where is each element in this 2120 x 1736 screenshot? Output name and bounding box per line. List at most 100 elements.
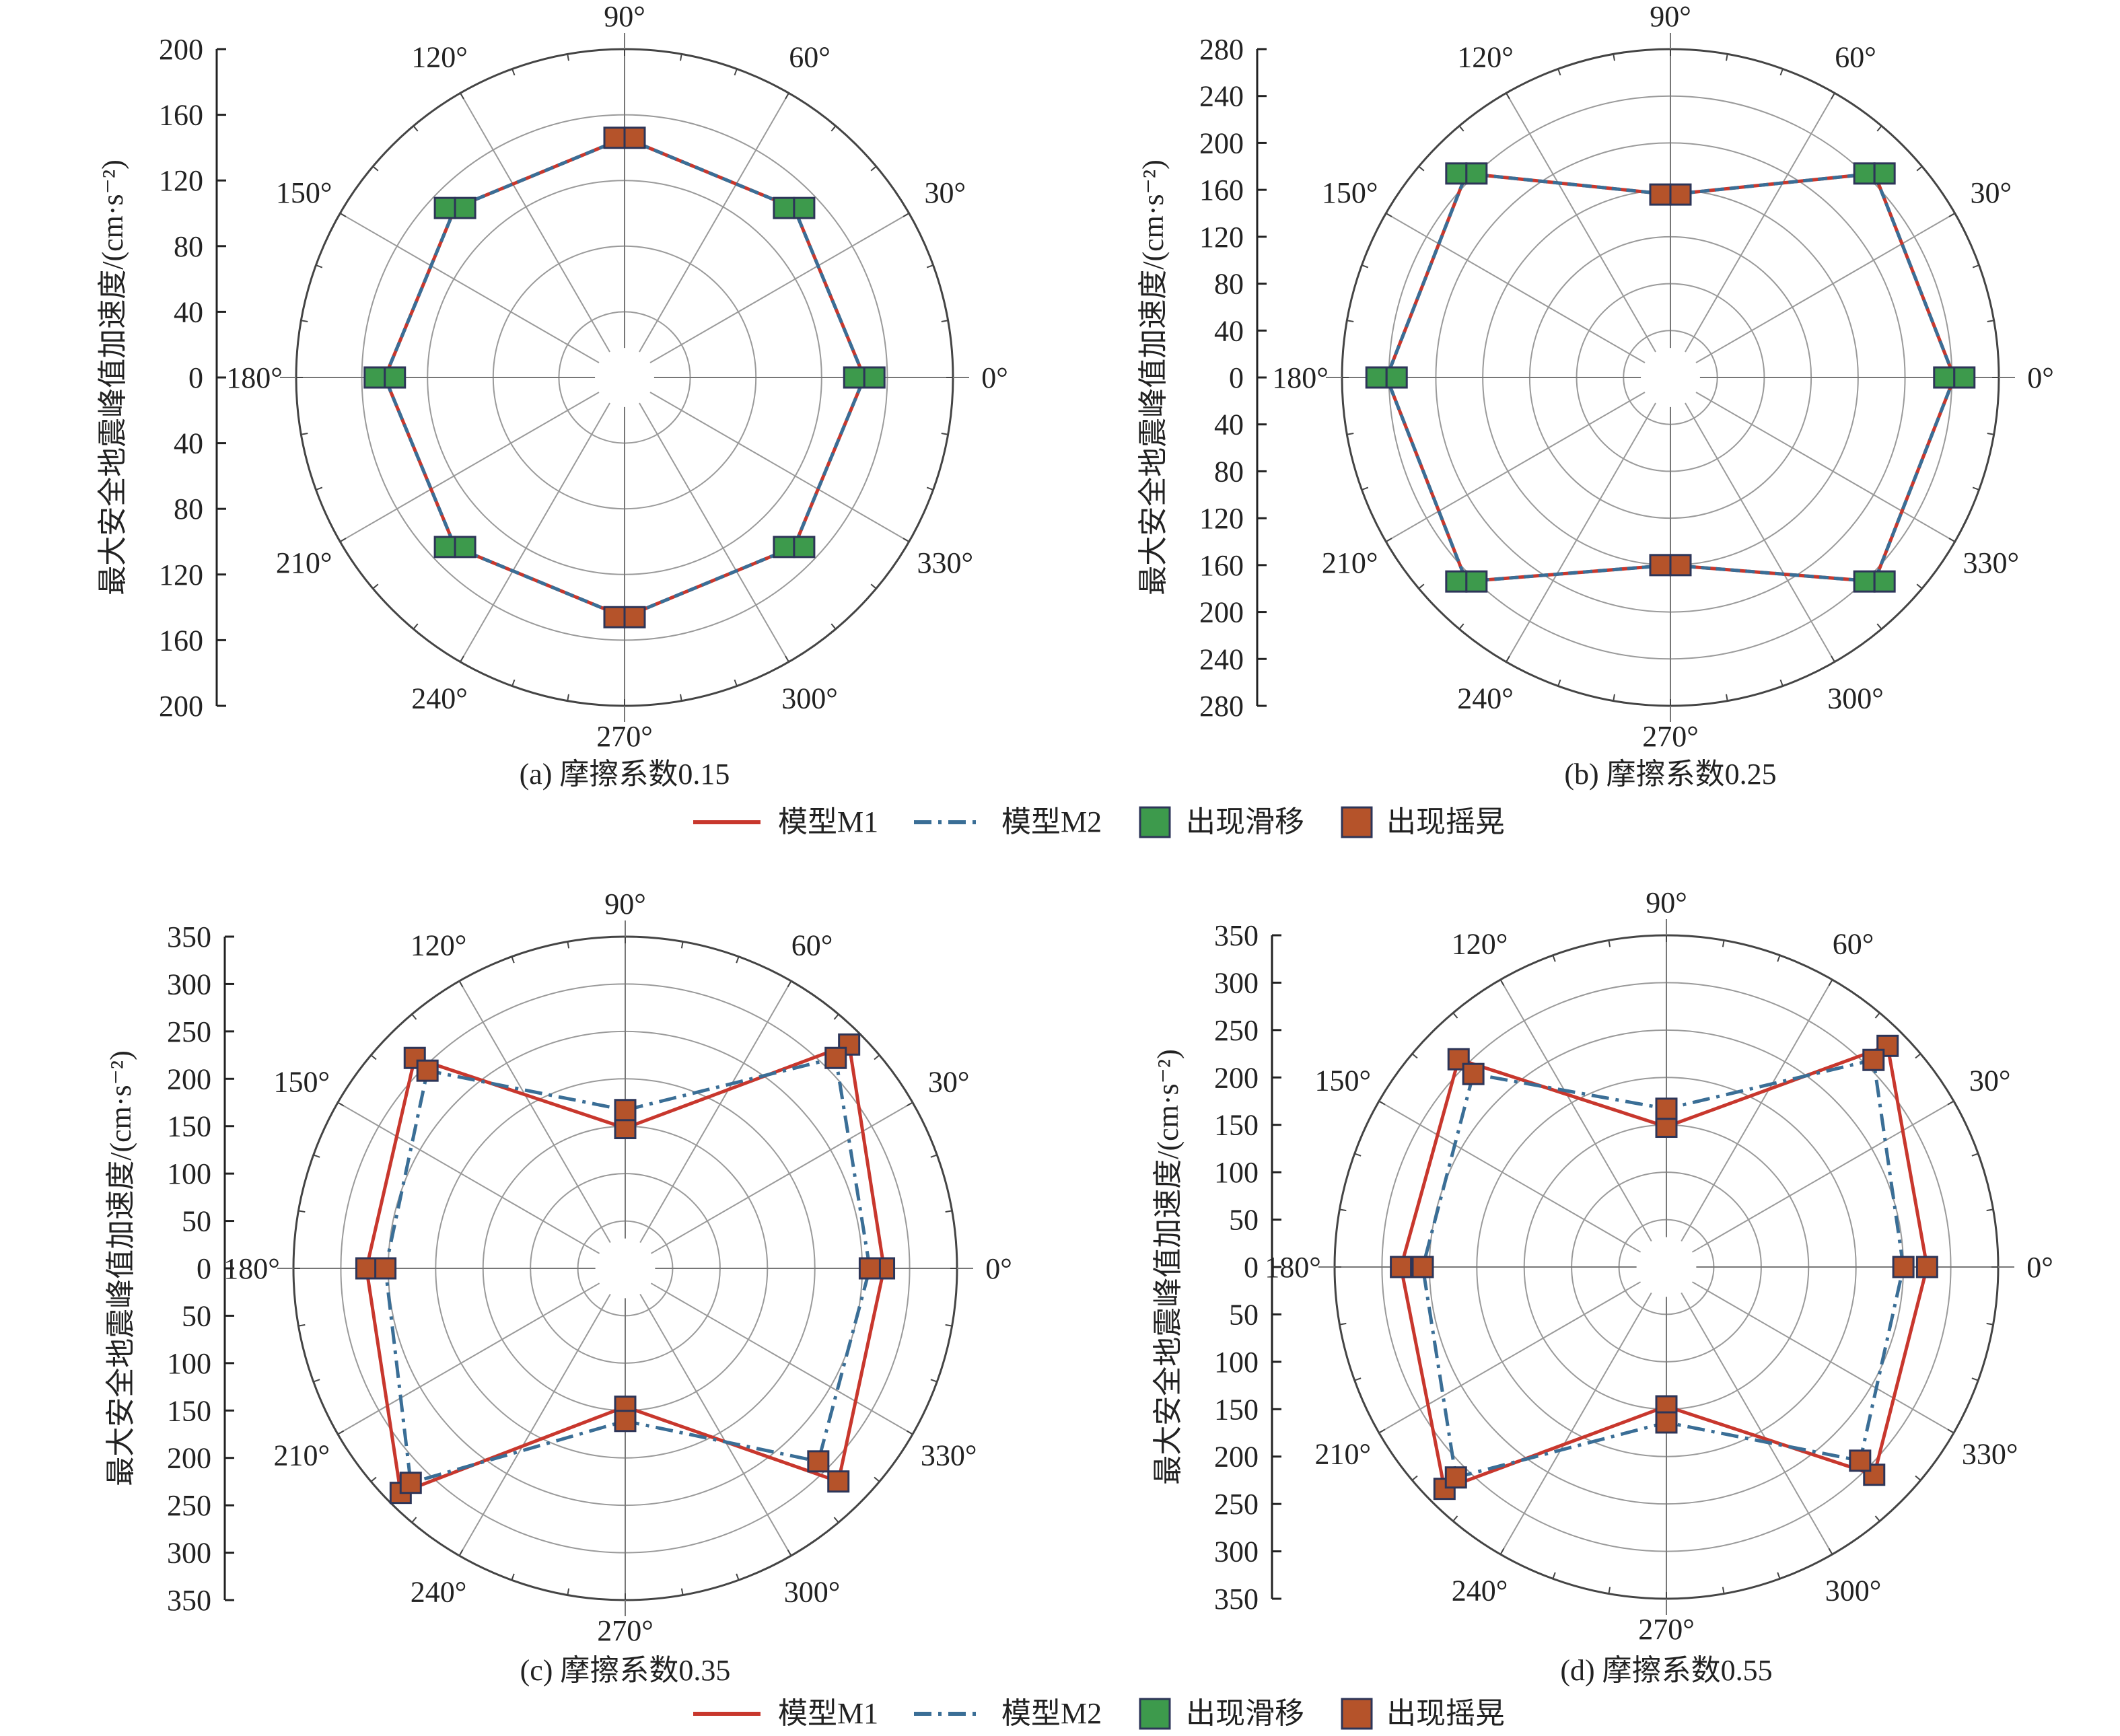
y-tick-label: 300 (1214, 1535, 1259, 1568)
y-tick-label: 350 (1214, 919, 1259, 952)
grid-spoke (1499, 979, 1652, 1242)
marker-m1-rock (1863, 1463, 1886, 1486)
y-tick-label: 40 (174, 295, 203, 328)
legend-m1-label: 模型M1 (778, 805, 878, 838)
angle-label: 330° (1962, 1438, 2018, 1471)
angle-label: 30° (1969, 1064, 2011, 1097)
grid-spoke (1378, 1100, 1641, 1253)
angle-tick (930, 1379, 938, 1383)
angle-tick (736, 1573, 740, 1581)
polar-panel-0: 0° 30° 60° 90° 120° 150° 180° 210° 240° 270° 300° 3… (96, 0, 1008, 791)
marker-m2-rock (614, 1099, 637, 1122)
y-tick-label: 350 (167, 920, 211, 953)
angle-tick (734, 679, 738, 686)
angle-tick (926, 486, 933, 491)
polar-panel-3: 0°30°60°90°120°150°180°210°240°270°300°3… (1152, 886, 2053, 1687)
y-tick-label: 100 (1214, 1346, 1259, 1379)
angle-label: 210° (1315, 1438, 1372, 1471)
legend-1: 模型M1 模型M2 出现滑移 出现摇晃 (693, 1697, 1505, 1730)
angle-tick (736, 956, 740, 964)
angle-tick (1874, 1515, 1880, 1522)
angle-tick (1347, 320, 1354, 322)
grid-spoke (458, 1293, 611, 1556)
grid-spoke (337, 1282, 600, 1435)
angle-tick (458, 1549, 464, 1556)
marker-m2-slide (793, 536, 816, 558)
angle-tick (1971, 1153, 1979, 1157)
grid-spoke (1378, 1281, 1641, 1434)
y-tick-label: 200 (167, 1442, 211, 1475)
y-tick-label: 100 (1214, 1156, 1259, 1189)
angle-tick (833, 1013, 839, 1020)
marker-m2-slide (384, 366, 407, 389)
angle-tick (1552, 955, 1556, 962)
legend-slide-marker (1139, 1698, 1171, 1730)
marker-m2-slide (454, 536, 476, 558)
angle-tick (313, 1379, 320, 1383)
angle-tick (1876, 125, 1882, 132)
angle-label: 60° (789, 41, 831, 74)
grid-spoke (1685, 92, 1835, 353)
marker-m2-rock (1655, 1097, 1678, 1120)
y-tick-label: 40 (1214, 314, 1244, 347)
angle-tick (1613, 694, 1615, 701)
angle-label: 210° (1322, 546, 1378, 579)
marker-m2-slide (863, 366, 886, 389)
marker-m2-rock (416, 1059, 439, 1082)
angle-tick (1876, 623, 1882, 630)
angle-label: 300° (784, 1576, 841, 1609)
angle-label: 90° (604, 0, 645, 33)
marker-m2-rock (374, 1257, 397, 1280)
angle-tick (926, 264, 933, 268)
angle-tick (1339, 1208, 1347, 1212)
marker-m1-slide (773, 196, 796, 219)
angle-tick (301, 433, 308, 435)
marker-m2-rock (623, 606, 646, 628)
angle-tick (460, 92, 464, 100)
angle-tick (1947, 1428, 1954, 1434)
y-tick-label: 0 (1229, 361, 1244, 394)
y-tick-label: 150 (1214, 1109, 1259, 1142)
y-tick-label: 0 (188, 361, 203, 394)
y-tick-label: 350 (167, 1584, 211, 1617)
legend-rock-label: 出现摇晃 (1386, 1697, 1505, 1730)
grid-spoke (460, 92, 610, 353)
angle-label: 0° (985, 1252, 1012, 1285)
y-tick-label: 150 (167, 1110, 211, 1143)
marker-m2-rock (1462, 1062, 1485, 1085)
y-tick-label: 150 (167, 1394, 211, 1427)
marker-m1-rock (603, 126, 626, 149)
angle-label: 210° (274, 1439, 330, 1472)
y-tick-label: 200 (167, 1062, 211, 1095)
grid-spoke (339, 392, 600, 542)
marker-m2-slide (454, 196, 476, 219)
marker-m2-slide (793, 196, 816, 219)
y-tick-label: 100 (167, 1347, 211, 1380)
y-tick-label: 250 (167, 1489, 211, 1522)
angle-tick (337, 1101, 345, 1107)
angle-tick (1385, 538, 1392, 542)
angle-tick (1557, 69, 1561, 76)
panel-caption: (d) 摩擦系数0.55 (1560, 1654, 1772, 1687)
marker-m2-slide (1465, 570, 1488, 593)
marker-m2-rock (1669, 554, 1692, 577)
angle-label: 330° (1963, 546, 2020, 579)
grid-spoke (649, 392, 910, 542)
legend-rock-label: 出现摇晃 (1386, 805, 1505, 838)
angle-tick (301, 320, 308, 322)
marker-m1-rock (1649, 183, 1672, 206)
angle-tick (1411, 1475, 1418, 1481)
angle-tick (313, 1154, 320, 1158)
angle-tick (831, 125, 837, 132)
angle-label: 30° (928, 1066, 970, 1099)
angle-tick (906, 1101, 913, 1107)
y-tick-label: 200 (1214, 1061, 1259, 1094)
angle-tick (458, 980, 464, 988)
marker-m1-slide (1933, 366, 1956, 389)
legend-rock-marker (1341, 1698, 1373, 1730)
legend-slide-label: 出现滑移 (1186, 805, 1304, 838)
angle-tick (1378, 1100, 1386, 1106)
angle-tick (316, 264, 323, 268)
grid-spoke (337, 1101, 600, 1254)
angle-tick (870, 583, 877, 589)
